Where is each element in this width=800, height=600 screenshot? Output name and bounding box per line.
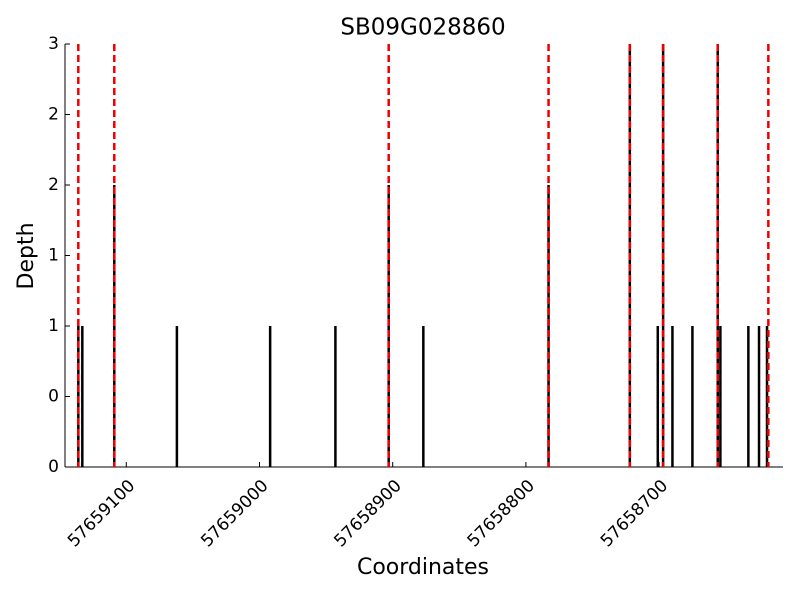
y-tick-label: 1 <box>48 316 59 336</box>
x-tick-label: 57659100 <box>64 476 139 551</box>
y-tick-label: 3 <box>48 34 59 54</box>
x-tick-label: 57659000 <box>197 476 272 551</box>
y-tick-label: 0 <box>48 457 59 477</box>
y-tick-label: 2 <box>48 175 59 195</box>
x-tick-label: 57658800 <box>464 476 539 551</box>
x-axis-label: Coordinates <box>357 555 489 580</box>
y-tick-label: 0 <box>48 387 59 407</box>
x-tick-label: 57658900 <box>330 476 405 551</box>
y-tick-label: 1 <box>48 246 59 266</box>
x-tick-label: 57658700 <box>597 476 672 551</box>
y-tick-label: 2 <box>48 105 59 125</box>
chart-title: SB09G028860 <box>340 15 505 41</box>
y-axis-label: Depth <box>14 222 39 289</box>
